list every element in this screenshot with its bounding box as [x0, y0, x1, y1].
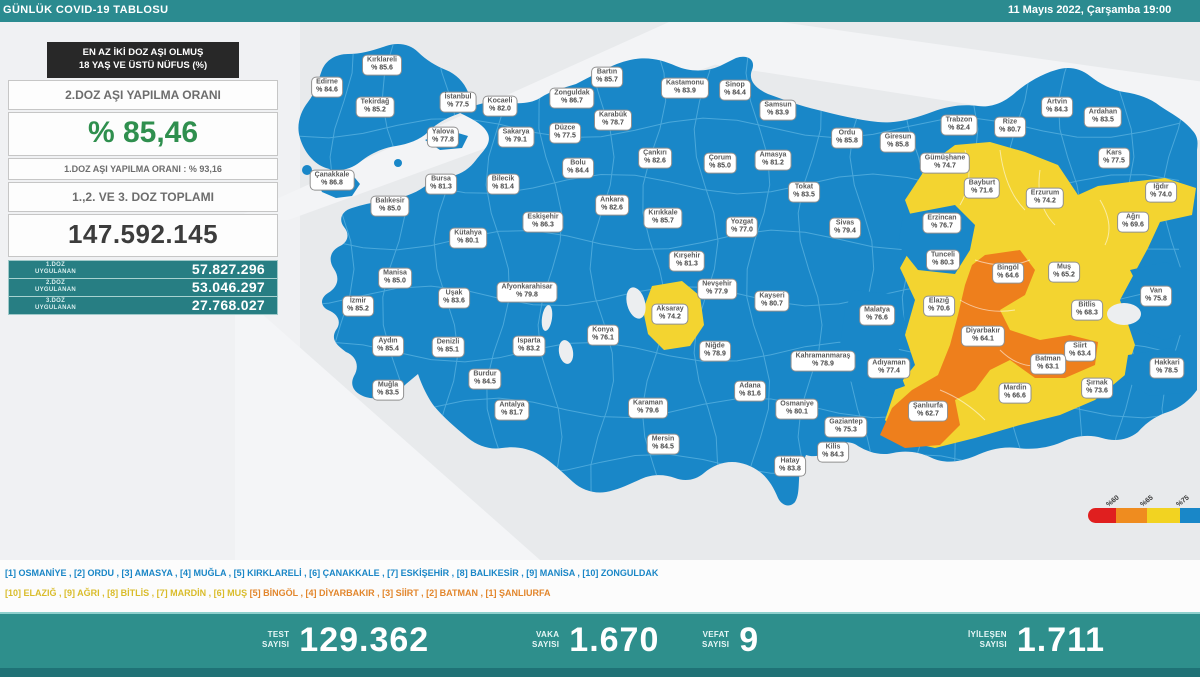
vaccination-header-line1: EN AZ İKİ DOZ AŞI OLMUŞ — [82, 47, 204, 58]
dose-rows: 1.DOZ UYGULANAN 57.827.296 2.DOZ UYGULANAN 53… — [8, 259, 278, 315]
dose2-ratio-label: 2.DOZ AŞI YAPILMA ORANI — [8, 79, 278, 110]
stat-value: 129.362 — [299, 620, 430, 659]
stat-label: VAKA SAYISI — [532, 629, 560, 649]
vaccination-panel: EN AZ İKİ DOZ AŞI OLMUŞ 18 YAŞ VE ÜSTÜ N… — [8, 42, 278, 315]
vaccination-header-line2: 18 YAŞ VE ÜSTÜ NÜFUS (%) — [78, 59, 208, 71]
legend-red-segment — [1088, 508, 1117, 523]
stat-value: 1.711 — [1016, 620, 1106, 659]
stat-vaka: VAKA SAYISI 1.670 — [532, 618, 659, 662]
date-label: 11 Mayıs 2022, Çarşamba 19:00 — [1008, 4, 1172, 16]
stat-label: İYİLEŞEN SAYISI — [968, 629, 1007, 649]
total-doses-value: 147.592.145 — [8, 213, 278, 257]
legend-orange-segment — [1116, 508, 1148, 523]
dose-row-label: 3.DOZ UYGULANAN — [35, 297, 77, 312]
blue-provinces-list: [1] OSMANİYE , [2] ORDU , [3] AMASYA , [… — [5, 568, 659, 578]
legend-yellow-segment — [1147, 508, 1181, 523]
bottom-strip — [0, 668, 1200, 677]
stat-test: TEST SAYISI 129.362 — [262, 618, 429, 662]
changed-provinces-list: [10] ELAZIĞ , [9] AĞRI , [8] BİTLİS , [7… — [5, 588, 551, 598]
stat-value: 9 — [739, 620, 760, 659]
dose-row-1.doz: 1.DOZ UYGULANAN 57.827.296 — [9, 260, 277, 279]
dose-row-3.doz: 3.DOZ UYGULANAN 27.768.027 — [9, 296, 277, 314]
vaccination-panel-header: EN AZ İKİ DOZ AŞI OLMUŞ 18 YAŞ VE ÜSTÜ N… — [47, 42, 239, 78]
legend-blue-segment — [1180, 508, 1200, 523]
dose-row-2.doz: 2.DOZ UYGULANAN 53.046.297 — [9, 278, 277, 297]
stat-label: VEFAT SAYISI — [702, 629, 730, 649]
total-doses-label: 1.,2. VE 3. DOZ TOPLAMI — [8, 181, 278, 212]
header-bar: GÜNLÜK COVID-19 TABLOSU 11 Mayıs 2022, Ç… — [0, 0, 1200, 22]
page-title: GÜNLÜK COVID-19 TABLOSU — [3, 4, 169, 16]
daily-stats-bar: TEST SAYISI 129.362 VAKA SAYISI 1.670 VEFAT SAY… — [0, 612, 1200, 677]
dose1-ratio-line: 1.DOZ AŞI YAPILMA ORANI : % 93,16 — [8, 157, 278, 180]
dose-row-value: 27.768.027 — [191, 297, 265, 314]
dose2-ratio-value: % 85,46 — [8, 111, 278, 156]
dose-row-label: 2.DOZ UYGULANAN — [35, 279, 77, 294]
orange-provinces-list: [5] BİNGÖL , [4] DİYARBAKIR , [3] SİİRT … — [249, 588, 551, 598]
dose-row-value: 57.827.296 — [191, 261, 265, 278]
dose-row-label: 1.DOZ UYGULANAN — [35, 261, 77, 276]
footnotes-strip: [1] OSMANİYE , [2] ORDU , [3] AMASYA , [… — [0, 560, 1200, 612]
stat-vefat: VEFAT SAYISI 9 — [702, 618, 759, 662]
yellow-provinces-list: [10] ELAZIĞ , [9] AĞRI , [8] BİTLİS , [7… — [5, 588, 250, 598]
lakes — [541, 287, 1141, 364]
stat-value: 1.670 — [569, 620, 660, 659]
stat-label: TEST SAYISI — [262, 629, 290, 649]
stat-i̇yi̇leşen: İYİLEŞEN SAYISI 1.711 — [968, 618, 1105, 662]
dose-row-value: 53.046.297 — [191, 279, 265, 296]
legend-colorbar: %60 %65 %75 — [1088, 494, 1200, 523]
